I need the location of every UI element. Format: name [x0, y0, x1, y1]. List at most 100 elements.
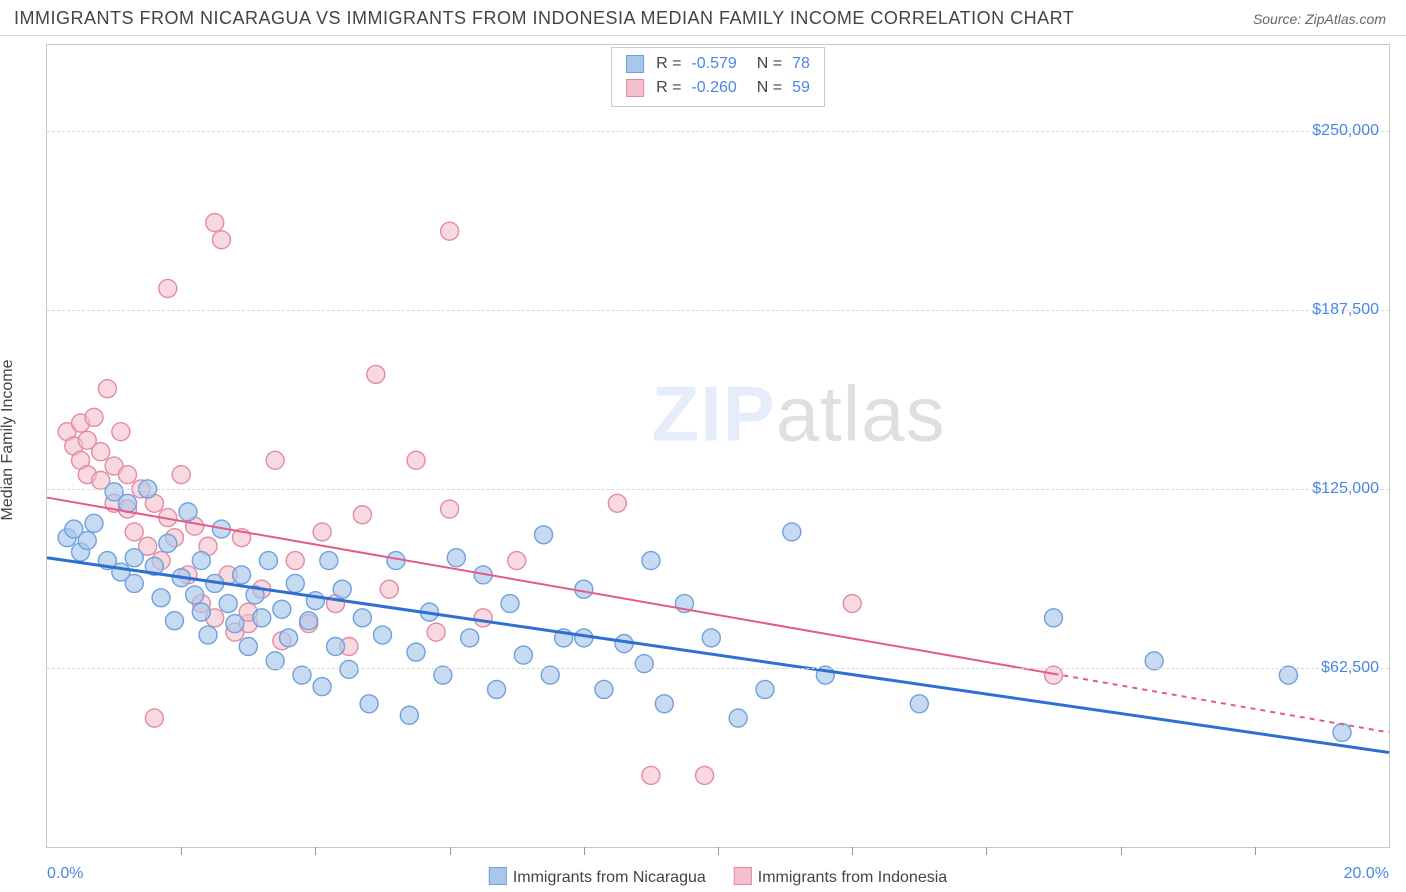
- data-point: [119, 466, 137, 484]
- data-point: [92, 443, 110, 461]
- data-point: [98, 380, 116, 398]
- data-point: [186, 586, 204, 604]
- data-point: [608, 494, 626, 512]
- data-point: [635, 655, 653, 673]
- y-tick-label: $250,000: [1312, 122, 1379, 140]
- x-tick: [450, 847, 451, 855]
- plot-wrap: ZIPatlas R =-0.579N =78R =-0.260N =59 Im…: [46, 44, 1390, 848]
- source-label: Source: ZipAtlas.com: [1253, 11, 1386, 27]
- legend-stat-row: R =-0.579N =78: [626, 52, 810, 76]
- data-point: [1333, 723, 1351, 741]
- gridline-h: [47, 668, 1389, 669]
- x-axis-label: 20.0%: [1344, 865, 1389, 883]
- data-point: [447, 549, 465, 567]
- data-point: [172, 466, 190, 484]
- x-tick: [1255, 847, 1256, 855]
- data-point: [125, 549, 143, 567]
- data-point: [313, 678, 331, 696]
- trend-line: [47, 498, 1054, 674]
- x-tick: [718, 847, 719, 855]
- legend-swatch: [734, 867, 752, 885]
- data-point: [266, 451, 284, 469]
- data-point: [219, 595, 237, 613]
- data-point: [280, 629, 298, 647]
- y-tick-label: $187,500: [1312, 301, 1379, 319]
- data-point: [843, 595, 861, 613]
- data-point: [152, 589, 170, 607]
- data-point: [145, 709, 163, 727]
- data-point: [85, 514, 103, 532]
- data-point: [112, 423, 130, 441]
- chart-title: IMMIGRANTS FROM NICARAGUA VS IMMIGRANTS …: [14, 8, 1074, 29]
- data-point: [910, 695, 928, 713]
- x-tick: [1121, 847, 1122, 855]
- data-point: [320, 552, 338, 570]
- legend-item: Immigrants from Nicaragua: [489, 867, 706, 887]
- data-point: [286, 552, 304, 570]
- data-point: [340, 660, 358, 678]
- data-point: [427, 623, 445, 641]
- data-point: [233, 566, 251, 584]
- data-point: [85, 408, 103, 426]
- data-point: [535, 526, 553, 544]
- data-point: [300, 612, 318, 630]
- data-point: [575, 580, 593, 598]
- data-point: [783, 523, 801, 541]
- data-point: [702, 629, 720, 647]
- legend-stat-row: R =-0.260N =59: [626, 76, 810, 100]
- data-point: [239, 638, 257, 656]
- y-tick-label: $62,500: [1321, 659, 1379, 677]
- data-point: [1045, 609, 1063, 627]
- data-point: [78, 532, 96, 550]
- data-point: [729, 709, 747, 727]
- data-point: [206, 214, 224, 232]
- data-point: [125, 574, 143, 592]
- x-tick: [584, 847, 585, 855]
- data-point: [374, 626, 392, 644]
- data-point: [380, 580, 398, 598]
- data-point: [159, 534, 177, 552]
- data-point: [253, 609, 271, 627]
- data-point: [367, 365, 385, 383]
- data-point: [192, 552, 210, 570]
- data-point: [461, 629, 479, 647]
- data-point: [333, 580, 351, 598]
- data-point: [595, 680, 613, 698]
- data-point: [125, 523, 143, 541]
- y-axis-label: Median Family Income: [0, 360, 17, 521]
- data-point: [199, 626, 217, 644]
- title-bar: IMMIGRANTS FROM NICARAGUA VS IMMIGRANTS …: [0, 0, 1406, 36]
- correlation-legend: R =-0.579N =78R =-0.260N =59: [611, 47, 825, 107]
- gridline-h: [47, 489, 1389, 490]
- data-point: [353, 609, 371, 627]
- data-point: [360, 695, 378, 713]
- gridline-h: [47, 131, 1389, 132]
- data-point: [508, 552, 526, 570]
- data-point: [159, 279, 177, 297]
- legend-label: Immigrants from Nicaragua: [513, 869, 706, 886]
- legend-swatch: [626, 79, 644, 97]
- x-tick: [852, 847, 853, 855]
- y-tick-label: $125,000: [1312, 480, 1379, 498]
- data-point: [655, 695, 673, 713]
- data-point: [226, 615, 244, 633]
- plot-area: ZIPatlas R =-0.579N =78R =-0.260N =59 Im…: [46, 44, 1390, 848]
- data-point: [642, 552, 660, 570]
- data-point: [441, 222, 459, 240]
- legend-swatch: [489, 867, 507, 885]
- x-tick: [315, 847, 316, 855]
- data-point: [192, 603, 210, 621]
- legend-swatch: [626, 55, 644, 73]
- data-point: [273, 600, 291, 618]
- data-point: [400, 706, 418, 724]
- gridline-h: [47, 310, 1389, 311]
- x-axis-label: 0.0%: [47, 865, 83, 883]
- data-point: [488, 680, 506, 698]
- legend-item: Immigrants from Indonesia: [734, 867, 947, 887]
- series-legend: Immigrants from Nicaragua Immigrants from…: [489, 867, 947, 887]
- x-tick: [986, 847, 987, 855]
- data-point: [642, 766, 660, 784]
- data-point: [353, 506, 371, 524]
- data-point: [441, 500, 459, 518]
- data-point: [165, 612, 183, 630]
